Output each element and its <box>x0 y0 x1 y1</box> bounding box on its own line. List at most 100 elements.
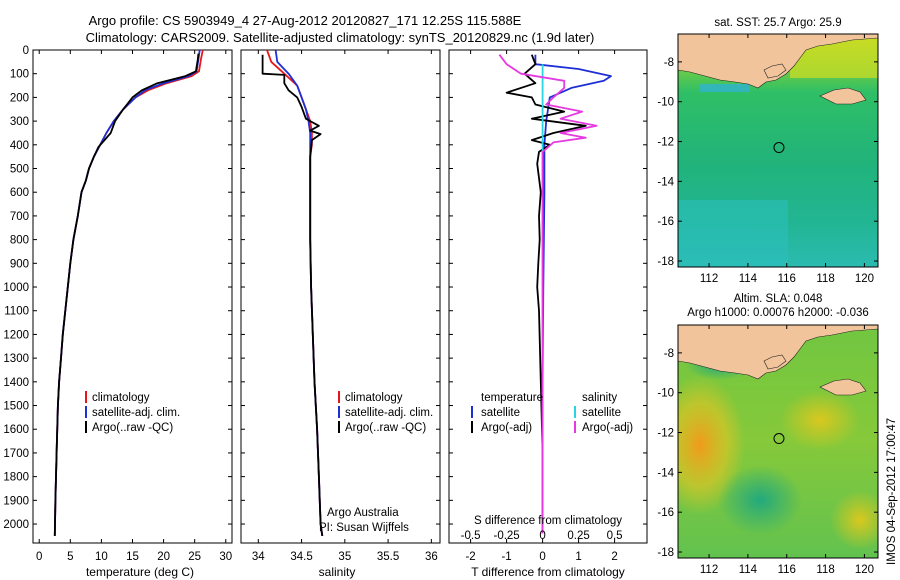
depth-tick-label: 300 <box>10 116 29 128</box>
imos-credit: IMOS 04-Sep-2012 17:00:47 <box>886 418 898 565</box>
depth-tick-label: 1100 <box>4 306 29 318</box>
difference-legend: temperature salinity satellite Argo(-adj… <box>471 392 633 434</box>
x-tick-label: 20 <box>157 551 170 563</box>
sst-cool-strip <box>700 84 750 92</box>
legend-label-climatology: climatology <box>345 392 403 404</box>
series-line-climatology <box>53 50 204 536</box>
legend-label-argo: Argo(..raw -QC) <box>92 422 173 434</box>
legend-label-satellite: satellite-adj. clim. <box>345 407 433 419</box>
legend-label-argo: Argo(..raw -QC) <box>345 422 426 434</box>
lat-tick-label: -10 <box>657 388 674 400</box>
salinity-legend: climatology satellite-adj. clim. Argo(..… <box>338 391 433 434</box>
sst-map-frame <box>677 33 879 268</box>
x-tick-label: 34 <box>252 551 265 563</box>
lat-tick-label: -12 <box>657 428 674 440</box>
x-tick-label: 30 <box>219 551 232 563</box>
legend-title-temperature: temperature <box>481 392 543 404</box>
legend-label-temp-satellite: satellite <box>481 407 520 419</box>
temperature-plot-area <box>32 49 233 544</box>
lat-tick-label: -8 <box>664 57 674 69</box>
lat-tick-label: -12 <box>657 137 674 149</box>
x-tick-label: 15 <box>126 551 139 563</box>
sla-map-title-1: Altim. SLA: 0.048 <box>734 293 823 305</box>
depth-tick-label: 1700 <box>3 448 29 460</box>
x-tick-label: 10 <box>95 551 108 563</box>
temperature-legend: climatology satellite-adj. clim. Argo(..… <box>85 391 180 434</box>
x-tick-label: 2 <box>611 551 617 563</box>
lat-tick-label: -14 <box>657 176 674 188</box>
x-tick-label: 25 <box>188 551 201 563</box>
argo-location-marker <box>773 433 785 445</box>
sla-low-anomaly <box>718 465 802 535</box>
lat-tick-label: -18 <box>657 256 674 268</box>
lon-tick-label: 120 <box>855 564 874 576</box>
depth-tick-label: 0 <box>23 45 29 57</box>
lat-tick-label: -16 <box>657 507 674 519</box>
land-sumba <box>819 87 867 105</box>
series-line-satellite-adj-clim- <box>53 50 201 536</box>
x-tick-label: 36 <box>425 551 438 563</box>
sla-high-anomaly-2 <box>780 390 860 450</box>
lat-tick-label: -18 <box>657 547 674 559</box>
sla-high-anomaly-3 <box>830 490 878 550</box>
depth-tick-label: 1000 <box>3 282 29 294</box>
salinity-x-label: salinity <box>319 565 356 579</box>
difference-x-label: T difference from climatology <box>471 565 625 579</box>
depth-tick-label: 1900 <box>3 495 29 507</box>
series-line-argo-raw-qc- <box>261 54 324 537</box>
lon-tick-label: 118 <box>816 273 834 285</box>
x-tick-label: -2 <box>465 551 475 563</box>
legend-label-sal-argo: Argo(-adj) <box>582 422 633 434</box>
depth-tick-label: 1500 <box>3 401 29 413</box>
s-difference-label: S difference from climatology <box>474 515 622 527</box>
depth-tick-label: 100 <box>10 69 29 81</box>
depth-tick-label: 600 <box>10 187 29 199</box>
depth-tick-label: 2000 <box>3 519 29 531</box>
legend-label-climatology: climatology <box>92 392 150 404</box>
legend-title-salinity: salinity <box>582 392 617 404</box>
depth-axis: 0 100 200 300 400 500 600 700 800 900 1000 1100 1200… <box>3 45 647 531</box>
land-java <box>678 325 878 380</box>
depth-tick-label: 700 <box>10 211 29 223</box>
temperature-x-label: temperature (deg C) <box>86 565 194 579</box>
lon-tick-label: 120 <box>855 273 874 285</box>
x-tick-label: 1 <box>575 551 581 563</box>
annotation-argo-australia: Argo Australia <box>327 507 399 519</box>
depth-tick-label: 400 <box>10 140 29 152</box>
depth-tick-label: 200 <box>10 92 29 104</box>
lon-tick-label: 116 <box>778 273 796 285</box>
x-tick-label: -1 <box>501 551 511 563</box>
sla-map-frame <box>677 324 879 559</box>
lon-tick-label: 116 <box>778 564 796 576</box>
series-line-temperature-satellite <box>534 54 612 534</box>
legend-label-temp-argo: Argo(-adj) <box>481 422 532 434</box>
lat-tick-label: -14 <box>657 467 674 479</box>
s-diff-tick-label: -0.5 <box>461 530 481 542</box>
lon-tick-label: 118 <box>816 564 834 576</box>
x-tick-label: 35.5 <box>377 551 399 563</box>
lon-tick-label: 112 <box>700 564 718 576</box>
depth-tick-label: 1800 <box>3 472 29 484</box>
lon-tick-label: 112 <box>700 273 718 285</box>
s-diff-tick-label: 0 <box>539 530 545 542</box>
s-diff-tick-label: 0.5 <box>607 530 623 542</box>
land-bali <box>763 354 787 370</box>
depth-tick-label: 800 <box>10 235 29 247</box>
series-line-salinity-argo-adj- <box>498 54 598 534</box>
depth-tick-label: 500 <box>10 164 29 176</box>
s-diff-tick-label: -0.25 <box>493 530 519 542</box>
land-sumba <box>819 378 867 396</box>
lat-tick-label: -16 <box>657 216 674 228</box>
sst-cool-patch <box>678 200 788 267</box>
legend-label-satellite: satellite-adj. clim. <box>92 407 180 419</box>
depth-tick-label: 1300 <box>3 353 29 365</box>
title-line-2: Climatology: CARS2009. Satellite-adjuste… <box>86 30 595 45</box>
lat-tick-label: -10 <box>657 97 674 109</box>
s-diff-tick-label: 0.25 <box>567 530 589 542</box>
salinity-chart: 34 34.5 35 35.5 36 <box>252 50 438 563</box>
x-tick-label: 0 <box>539 551 545 563</box>
sst-map: sat. SST: 25.7 Argo: 25.9 112 114 116 118 12… <box>657 17 879 285</box>
depth-tick-label: 1200 <box>3 329 29 341</box>
series-line-argo-raw-qc- <box>53 53 200 536</box>
